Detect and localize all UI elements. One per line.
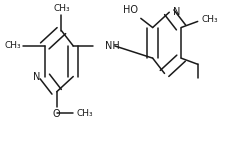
Text: CH₃: CH₃ (5, 41, 21, 50)
Text: CH₃: CH₃ (77, 109, 94, 118)
Text: CH₃: CH₃ (53, 4, 70, 13)
Text: CH₃: CH₃ (201, 15, 218, 24)
Text: NH: NH (105, 41, 120, 51)
Text: N: N (173, 7, 180, 17)
Text: HO: HO (124, 5, 139, 15)
Text: N: N (33, 71, 40, 82)
Text: O: O (53, 109, 60, 119)
